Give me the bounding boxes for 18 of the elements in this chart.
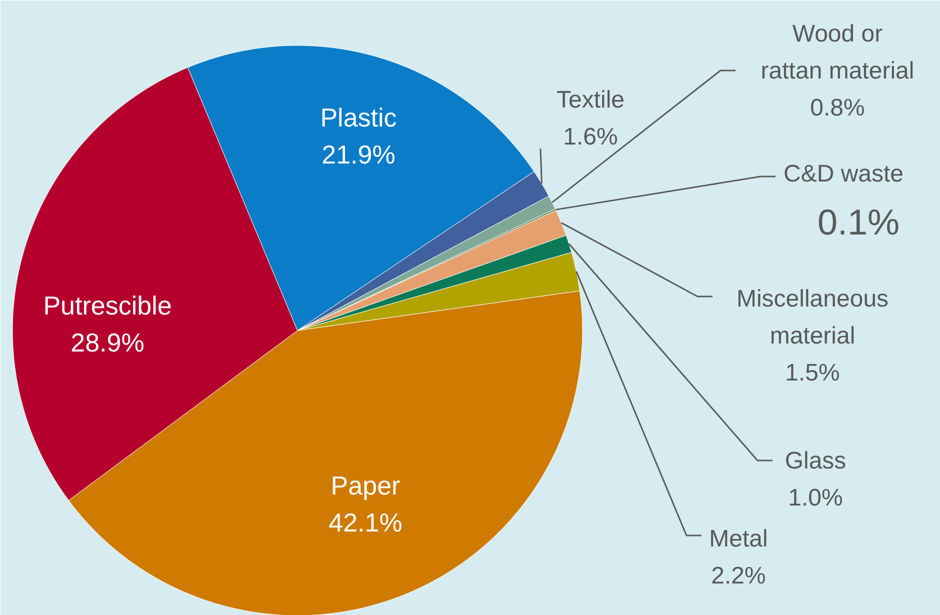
slice-label: Glass bbox=[784, 448, 846, 474]
data-label: 42.1% bbox=[328, 508, 402, 538]
slice-label: Paper bbox=[330, 470, 401, 500]
slice-label: Plastic bbox=[320, 102, 397, 132]
data-label: 1.5% bbox=[785, 360, 840, 386]
data-label: 0.1% bbox=[817, 202, 900, 242]
slice-label: Textile bbox=[556, 86, 625, 114]
data-label: 1.6% bbox=[563, 124, 618, 150]
data-label: 28.9% bbox=[70, 328, 144, 358]
data-label: 2.2% bbox=[711, 562, 766, 590]
slice-label: C&D waste bbox=[783, 160, 904, 188]
data-label: 0.8% bbox=[810, 94, 865, 122]
slice-label: Metal bbox=[709, 526, 768, 552]
slice-label: Putrescible bbox=[43, 290, 172, 320]
slice-label: Miscellaneous material bbox=[736, 286, 889, 350]
slice-label: Wood or rattan material bbox=[760, 20, 914, 84]
data-label: 21.9% bbox=[322, 140, 396, 170]
data-label: 1.0% bbox=[788, 484, 843, 512]
